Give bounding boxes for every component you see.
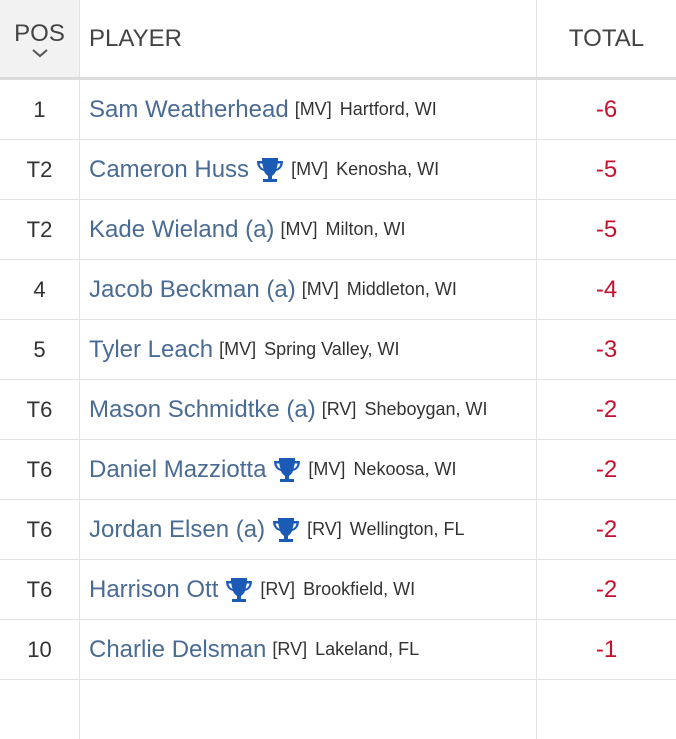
player-name[interactable]: Jordan Elsen (a) (89, 515, 266, 543)
player-name[interactable]: Charlie Delsman (89, 635, 267, 663)
player-name[interactable]: Mason Schmidtke (a) (89, 395, 316, 423)
pos-cell: 10 (0, 620, 80, 679)
hometown: Milton, WI (325, 219, 406, 239)
pos-header-label: POS (14, 19, 65, 47)
leaderboard-row: T2 Kade Wieland (a) [MV] Milton, WI -5 (0, 200, 676, 260)
player-cell: Charlie Delsman [RV] Lakeland, FL (80, 620, 537, 679)
hometown: Middleton, WI (346, 279, 457, 299)
player-cell: Harrison Ott [RV] Brookfield, WI (80, 560, 537, 619)
leaderboard-row: T2 Cameron Huss [MV] Kenosha, WI -5 (0, 140, 676, 200)
leaderboard-row: 5 Tyler Leach [MV] Spring Valley, WI -3 (0, 320, 676, 380)
sort-chevron (31, 48, 48, 57)
player-name[interactable]: Daniel Mazziotta (89, 455, 267, 483)
total-cell: -6 (595, 95, 618, 123)
player-cell: Mason Schmidtke (a) [RV] Sheboygan, WI (80, 380, 537, 439)
player-cell: Kade Wieland (a) [MV] Milton, WI (80, 200, 537, 259)
total-cell: -3 (595, 335, 618, 363)
header-row: POS PLAYER TOTAL (0, 0, 676, 80)
total-header-label: TOTAL (568, 24, 645, 52)
hometown: Sheboygan, WI (364, 399, 488, 419)
tour-tag: [MV] (219, 339, 257, 359)
player-cell: Tyler Leach [MV] Spring Valley, WI (80, 320, 537, 379)
total-cell: -5 (595, 215, 618, 243)
leaderboard-row: 10 Charlie Delsman [RV] Lakeland, FL -1 (0, 620, 676, 680)
hometown: Kenosha, WI (336, 159, 440, 179)
player-header[interactable]: PLAYER (80, 0, 537, 77)
total-cell: -2 (595, 515, 618, 543)
tour-tag: [RV] (307, 519, 342, 539)
player-name[interactable]: Sam Weatherhead (89, 95, 289, 123)
hometown: Wellington, FL (349, 519, 465, 539)
leaderboard-row: T6 Harrison Ott [RV] Brookfield, WI -2 (0, 560, 676, 620)
tour-tag: [RV] (321, 399, 357, 419)
total-header[interactable]: TOTAL (537, 0, 676, 77)
pos-cell: T6 (0, 560, 80, 619)
trophy-icon (274, 457, 301, 482)
pos-cell: 1 (0, 80, 80, 139)
player-header-label: PLAYER (89, 24, 182, 52)
player-name[interactable]: Cameron Huss (89, 155, 250, 183)
leaderboard-row: T6 Jordan Elsen (a) [RV] Wellington, FL -2 (0, 500, 676, 560)
pos-cell: 5 (0, 320, 80, 379)
tour-tag: [RV] (272, 639, 308, 659)
tour-tag: [MV] (280, 219, 318, 239)
tour-tag: [MV] (294, 99, 332, 119)
player-cell: Daniel Mazziotta [MV] Nekoosa, WI (80, 440, 537, 499)
total-cell: -4 (595, 275, 618, 303)
tour-tag: [MV] (291, 159, 329, 179)
trophy-icon (226, 577, 253, 602)
pos-cell: T2 (0, 200, 80, 259)
total-cell: -2 (595, 395, 618, 423)
pos-cell: T6 (0, 440, 80, 499)
leaderboard-row: T6 Daniel Mazziotta [MV] Nekoosa, WI -2 (0, 440, 676, 500)
player-cell: Jacob Beckman (a) [MV] Middleton, WI (80, 260, 537, 319)
player-name[interactable]: Kade Wieland (a) (89, 215, 275, 243)
total-cell: -5 (595, 155, 618, 183)
pos-cell: T6 (0, 380, 80, 439)
player-name[interactable]: Harrison Ott (89, 575, 219, 603)
hometown: Spring Valley, WI (264, 339, 400, 359)
hometown: Hartford, WI (339, 99, 437, 119)
trophy-icon (257, 157, 284, 182)
leaderboard-row: 4 Jacob Beckman (a) [MV] Middleton, WI -4 (0, 260, 676, 320)
leaderboard: POS PLAYER TOTAL 1 Sam Weatherhead [MV] Har… (0, 0, 676, 680)
tour-tag: [MV] (301, 279, 339, 299)
partial-row (0, 680, 676, 739)
total-cell: -2 (595, 575, 618, 603)
total-cell: -1 (595, 635, 618, 663)
tour-tag: [MV] (308, 459, 346, 479)
pos-cell: T6 (0, 500, 80, 559)
pos-cell: T2 (0, 140, 80, 199)
player-name[interactable]: Tyler Leach (89, 335, 214, 363)
player-cell: Jordan Elsen (a) [RV] Wellington, FL (80, 500, 537, 559)
hometown: Lakeland, FL (315, 639, 420, 659)
trophy-icon (273, 517, 300, 542)
pos-header[interactable]: POS (0, 0, 80, 77)
leaderboard-row: 1 Sam Weatherhead [MV] Hartford, WI -6 (0, 80, 676, 140)
player-name[interactable]: Jacob Beckman (a) (89, 275, 296, 303)
tour-tag: [RV] (260, 579, 296, 599)
total-cell: -2 (595, 455, 618, 483)
hometown: Brookfield, WI (303, 579, 416, 599)
leaderboard-row: T6 Mason Schmidtke (a) [RV] Sheboygan, WI -2 (0, 380, 676, 440)
pos-cell: 4 (0, 260, 80, 319)
player-cell: Sam Weatherhead [MV] Hartford, WI (80, 80, 537, 139)
hometown: Nekoosa, WI (353, 459, 457, 479)
player-cell: Cameron Huss [MV] Kenosha, WI (80, 140, 537, 199)
